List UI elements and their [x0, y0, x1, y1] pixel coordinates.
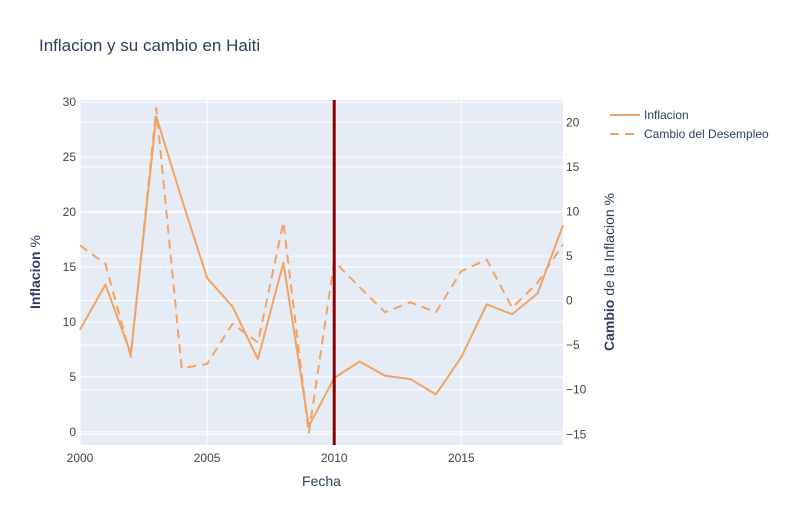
- grid-lines: [79, 100, 563, 445]
- y-right-tick-label: 5: [566, 249, 573, 263]
- y-right-tick-label: 20: [566, 115, 580, 129]
- y-axis-right-label: Cambio de la Inflacion %: [601, 193, 617, 351]
- series-layer: [79, 107, 564, 435]
- y-left-tick-label: 10: [63, 315, 77, 329]
- y-left-tick-label: 0: [69, 425, 76, 439]
- legend-item-inflacion[interactable]: Inflacion: [610, 108, 689, 122]
- y-axis-left-label-bold: Inflacion: [27, 251, 43, 309]
- series-line-cambio: [79, 107, 564, 435]
- y-left-tick-label: 30: [63, 95, 77, 109]
- chart-title: Inflacion y su cambio en Haiti: [39, 36, 260, 55]
- y-right-tick-label: 0: [566, 294, 573, 308]
- y-left-tick-label: 15: [63, 260, 77, 274]
- x-tick-label: 2015: [448, 451, 475, 465]
- legend[interactable]: Inflacion Cambio del Desempleo: [610, 108, 769, 141]
- legend-label-cambio: Cambio del Desempleo: [644, 127, 769, 141]
- x-tick-label: 2010: [321, 451, 348, 465]
- x-tick-label: 2005: [194, 451, 221, 465]
- y-left-tick-label: 20: [63, 205, 77, 219]
- x-tick-label: 2000: [67, 451, 94, 465]
- axes: 0 5 10 15 20 25 30 −15 −10 −5 0 5 10 15 20 2000 2005 2010…: [63, 95, 587, 465]
- y-left-tick-label: 25: [63, 150, 77, 164]
- y-right-tick-label: 15: [566, 160, 580, 174]
- y-right-tick-label: −15: [566, 427, 587, 441]
- y-right-tick-label: −5: [566, 338, 580, 352]
- y-left-tick-label: 5: [69, 370, 76, 384]
- y-axis-right-label-bold: Cambio: [601, 300, 617, 351]
- series-line-inflacion: [79, 115, 564, 428]
- y-right-tick-label: −10: [566, 383, 587, 397]
- y-axis-left-label-rest: %: [27, 235, 43, 251]
- legend-label-inflacion: Inflacion: [644, 108, 689, 122]
- x-axis-label: Fecha: [302, 473, 341, 489]
- y-right-tick-label: 10: [566, 204, 580, 218]
- legend-item-cambio[interactable]: Cambio del Desempleo: [610, 127, 769, 141]
- y-axis-right-label-rest: de la Inflacion %: [601, 193, 617, 300]
- y-axis-left-label: Inflacion %: [27, 235, 43, 309]
